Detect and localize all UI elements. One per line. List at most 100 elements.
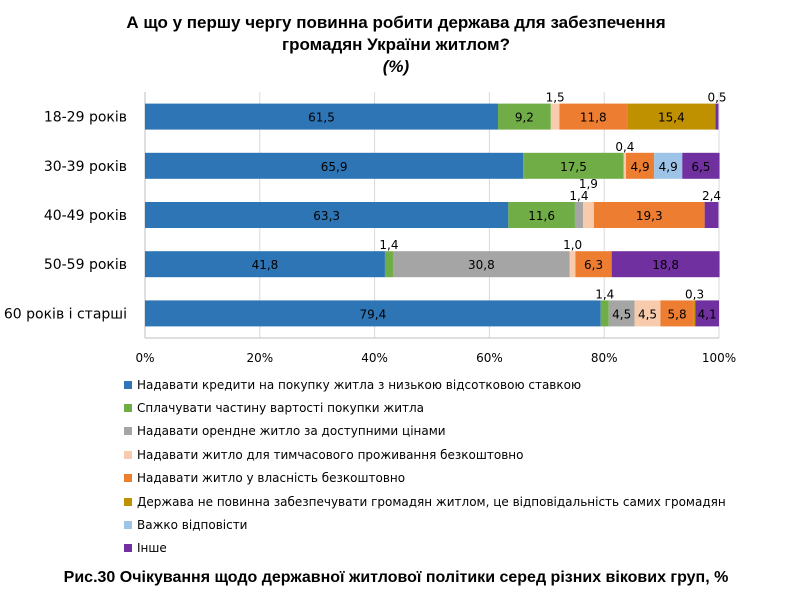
bar-segment [660, 300, 694, 327]
legend-label: Надавати житло для тимчасового проживанн… [137, 447, 524, 462]
x-tick-label: 60% [476, 351, 503, 365]
bar-segment [693, 300, 696, 327]
legend-label: Держава не повинна забезпечувати громадя… [137, 494, 726, 509]
x-tick-label: 0% [135, 351, 154, 365]
data-label: 18,8 [652, 258, 679, 272]
legend-swatch [124, 497, 132, 506]
legend-item: Держава не повинна забезпечувати громадя… [124, 490, 726, 513]
data-label: 4,9 [659, 160, 678, 174]
legend-swatch [124, 380, 132, 389]
legend-swatch [124, 404, 132, 413]
legend-swatch [124, 544, 132, 553]
bar-segment [145, 152, 524, 179]
bar-segment [559, 103, 628, 130]
data-label: 4,9 [631, 160, 650, 174]
data-label: 5,8 [668, 307, 687, 321]
chart-title-line-2: громадян України житлом? [282, 35, 510, 54]
data-label: 0,3 [685, 287, 704, 301]
bar-segment [608, 300, 635, 327]
data-label: 4,5 [638, 307, 657, 321]
data-label: 15,4 [658, 111, 685, 125]
bar-segment [575, 251, 612, 278]
legend-swatch [124, 427, 132, 436]
bar-segment [623, 152, 627, 179]
data-label: 65,9 [321, 160, 348, 174]
category-label: 18-29 років [44, 110, 127, 126]
chart-title-line-1: А що у першу чергу повинна робити держав… [126, 13, 666, 32]
data-label: 41,8 [252, 258, 279, 272]
bar-segment [145, 202, 509, 228]
data-label: 1,4 [595, 287, 614, 301]
data-label: 9,2 [515, 111, 534, 125]
legend-label: Надавати орендне житло за доступними цін… [137, 424, 446, 439]
legend-swatch [124, 521, 132, 530]
bar-segment [145, 251, 385, 278]
legend-swatch [124, 474, 132, 483]
data-label: 6,5 [691, 160, 710, 174]
legend-item: Надавати житло у власність безкоштовно [124, 467, 726, 490]
data-label: 17,5 [560, 160, 587, 174]
figure-caption: Рис.30 Очікування щодо державної житлово… [63, 569, 729, 586]
chart-title: А що у першу чергу повинна робити держав… [0, 12, 792, 78]
legend-label: Надавати кредити на покупку житла з низь… [137, 377, 582, 392]
data-label: 4,5 [612, 307, 631, 321]
bar-segment [704, 202, 719, 228]
legend-label: Сплачувати частину вартості покупки житл… [137, 401, 425, 416]
bar-segment [695, 300, 719, 327]
bar-segment [682, 152, 720, 179]
bar-segment [569, 251, 576, 278]
bar-segment [654, 152, 683, 179]
data-label: 0,4 [615, 140, 634, 154]
legend-item: Інше [124, 537, 726, 560]
data-label: 79,4 [360, 307, 387, 321]
data-label: 1,4 [379, 238, 398, 252]
bar-segment [508, 202, 575, 228]
data-label: 6,3 [584, 258, 603, 272]
x-tick-label: 40% [361, 351, 388, 365]
legend-item: Сплачувати частину вартості покупки житл… [124, 396, 726, 419]
legend-item: Важко відповісти [124, 513, 726, 536]
data-label: 2,4 [702, 189, 721, 203]
category-label: 60 років і старші [4, 306, 127, 322]
bar-segment [145, 103, 499, 130]
data-label: 61,5 [308, 111, 335, 125]
category-label: 40-49 років [44, 208, 127, 224]
legend-item: Надавати житло для тимчасового проживанн… [124, 443, 726, 466]
data-label: 30,8 [468, 258, 495, 272]
x-tick-label: 80% [591, 351, 618, 365]
bar-segment [498, 103, 551, 130]
bar-segment [593, 202, 705, 228]
chart-title-unit: (%) [382, 57, 410, 76]
bar-segment [550, 103, 560, 130]
bar-segment [523, 152, 624, 179]
bar-segment [627, 103, 716, 130]
bar-segment [582, 202, 594, 228]
chart-legend: Надавати кредити на покупку житла з низь… [124, 373, 726, 560]
legend-label: Інше [137, 541, 167, 556]
x-tick-label: 100% [702, 351, 736, 365]
legend-swatch [124, 450, 132, 459]
bar-segment [634, 300, 661, 327]
data-label: 11,6 [528, 209, 555, 223]
bar-segment [626, 152, 655, 179]
legend-item: Надавати орендне житло за доступними цін… [124, 420, 726, 443]
bar-segment [715, 103, 719, 130]
x-tick-label: 20% [246, 351, 273, 365]
legend-item: Надавати кредити на покупку житла з низь… [124, 373, 726, 396]
data-label: 1,9 [579, 177, 598, 191]
data-label: 1,0 [563, 238, 582, 252]
category-label: 30-39 років [44, 159, 127, 175]
bar-segment [392, 251, 570, 278]
data-label: 63,3 [313, 209, 340, 223]
bar-segment [574, 202, 583, 228]
bar-segment [611, 251, 720, 278]
data-label: 0,5 [707, 91, 726, 105]
legend-label: Важко відповісти [137, 518, 248, 533]
data-label: 1,5 [546, 91, 565, 105]
bar-segment [384, 251, 393, 278]
bar-segment [600, 300, 609, 327]
category-label: 50-59 років [44, 257, 127, 273]
bar-segment [145, 300, 601, 327]
data-label: 1,4 [569, 189, 588, 203]
